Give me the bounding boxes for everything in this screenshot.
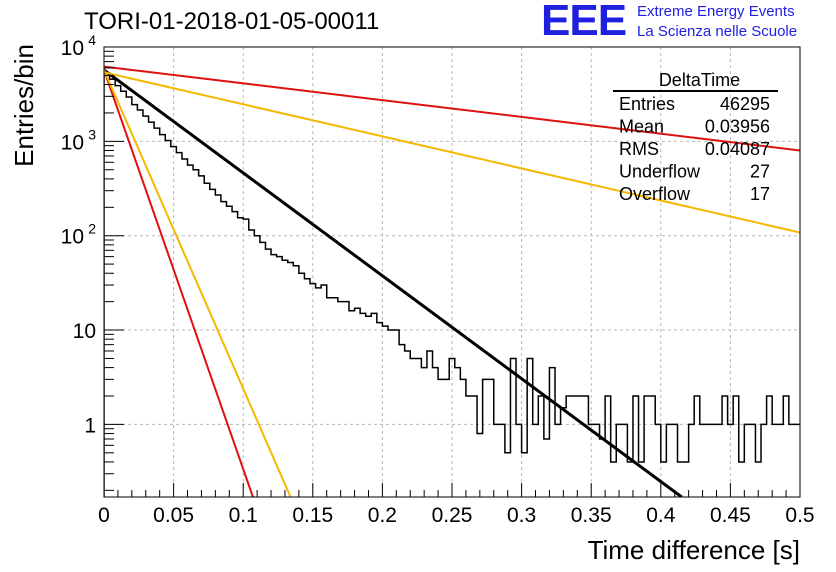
stats-value: 0.04087 [705, 139, 770, 159]
x-tick-label: 0.25 [432, 504, 473, 527]
stats-label: Underflow [619, 162, 701, 182]
stats-label: Overflow [619, 184, 691, 204]
x-axis-label: Time difference [s] [588, 535, 800, 565]
stats-label: Entries [619, 94, 675, 114]
x-tick-label: 0.15 [292, 504, 333, 527]
x-tick-label: 0.2 [368, 504, 397, 527]
grid-lines [104, 47, 800, 497]
y-tick-label: 10 [73, 320, 96, 343]
y-tick-exponent: 3 [88, 126, 96, 142]
x-tick-label: 0.4 [646, 504, 676, 527]
x-tick-label: 0.05 [153, 504, 194, 527]
stats-box: DeltaTime Entries 46295 Mean 0.03956 RMS 0.040… [613, 70, 778, 204]
logo-subtitle-line1: Extreme Energy Events [637, 3, 795, 20]
y-axis-label: Entries/bin [9, 44, 39, 167]
x-tick-label: 0.45 [710, 504, 751, 527]
fit-line-5 [104, 69, 292, 497]
x-tick-label: 0.1 [229, 504, 258, 527]
y-tick-label: 10 [61, 226, 84, 249]
fit-line-4 [104, 69, 254, 497]
y-tick-exponent: 4 [88, 32, 96, 48]
logo-subtitle-line2: La Scienza nelle Scuole [637, 23, 798, 40]
fit-line-3 [104, 71, 800, 234]
stats-label: Mean [619, 117, 664, 137]
stats-value: 27 [750, 162, 770, 182]
x-tick-label: 0 [98, 504, 110, 527]
y-tick-label: 10 [61, 37, 84, 60]
stats-value: 46295 [720, 94, 770, 114]
y-tick-label: 10 [61, 131, 84, 154]
stats-value: 0.03956 [705, 117, 770, 137]
plot-area [104, 65, 800, 497]
stats-title: DeltaTime [659, 70, 740, 90]
histogram-steps [104, 72, 800, 497]
axes: 0 0.05 0.1 0.15 0.2 0.25 0.3 0.35 0.4 0.45 0.5 1 10 1… [9, 32, 815, 565]
stats-label: RMS [619, 139, 659, 159]
run-title: TORI-01-2018-01-05-00011 [84, 8, 380, 35]
stats-value: 17 [750, 184, 770, 204]
eee-logo: EEE [541, 0, 627, 45]
x-tick-label: 0.5 [785, 504, 814, 527]
x-tick-label: 0.3 [507, 504, 536, 527]
y-tick-exponent: 2 [88, 221, 96, 237]
y-tick-label: 1 [84, 414, 96, 437]
fit-line-1 [104, 68, 683, 497]
fit-line-2 [104, 65, 800, 152]
x-tick-label: 0.35 [571, 504, 612, 527]
